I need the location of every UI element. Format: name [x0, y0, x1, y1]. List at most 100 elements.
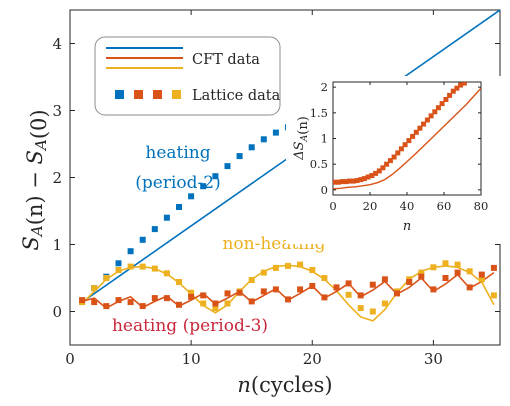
main-lattice-point-heating-period-3	[369, 281, 376, 288]
legend-lattice-marker-heating3	[134, 90, 143, 99]
main-lattice-point-heating-period-3	[297, 286, 304, 293]
inset-x-tick-label: 40	[400, 199, 415, 213]
inset-lattice-point-heating-period-3	[361, 176, 367, 182]
inset-lattice-point-heating-period-3	[395, 150, 401, 156]
inset-lattice-point-heating-period-3	[413, 129, 419, 135]
main-lattice-point-non-heating	[297, 261, 304, 268]
inset-lattice-point-heating-period-3	[380, 165, 386, 171]
legend-lattice-marker-heating2	[115, 90, 124, 99]
main-lattice-point-non-heating	[309, 267, 316, 273]
inset-lattice-point-heating-period-3	[454, 85, 460, 91]
main-lattice-point-heating-period-3	[357, 292, 364, 299]
inset-x-tick-label: 80	[474, 199, 489, 213]
main-lattice-point-heating-period-3	[333, 284, 340, 291]
main-y-tick-label: 4	[52, 35, 62, 53]
main-lattice-point-heating-period-2	[212, 173, 219, 180]
main-lattice-point-heating-period-3	[272, 286, 279, 293]
main-lattice-point-non-heating	[248, 277, 255, 283]
inset-lattice-point-heating-period-3	[358, 177, 364, 183]
main-lattice-point-heating-period-3	[394, 290, 400, 297]
inset-lattice-point-heating-period-3	[376, 168, 382, 174]
main-lattice-point-heating-period-2	[260, 136, 267, 143]
inset-lattice-point-heating-period-3	[428, 113, 434, 119]
inset-lattice-point-heating-period-3	[432, 109, 438, 115]
main-lattice-point-non-heating	[103, 275, 110, 281]
inset-lattice-point-heating-period-3	[387, 158, 393, 164]
main-lattice-point-heating-period-3	[478, 271, 485, 278]
inset-lattice-point-heating-period-3	[421, 121, 427, 127]
main-lattice-point-heating-period-2	[139, 236, 146, 243]
main-lattice-point-heating-period-3	[430, 286, 437, 293]
main-lattice-point-heating-period-3	[309, 283, 316, 289]
main-lattice-point-heating-period-2	[127, 248, 134, 255]
main-lattice-point-non-heating	[272, 264, 279, 271]
main-lattice-point-heating-period-2	[200, 183, 207, 190]
legend-lattice-label: Lattice data	[192, 88, 281, 104]
inset-lattice-point-heating-period-3	[402, 142, 408, 148]
main-lattice-point-heating-period-2	[224, 163, 231, 170]
main-lattice-point-heating-period-2	[248, 144, 255, 151]
main-lattice-point-non-heating	[176, 279, 182, 285]
main-lattice-point-non-heating	[430, 264, 437, 271]
main-lattice-point-non-heating	[345, 291, 352, 298]
legend-lattice-marker-nonheating	[172, 90, 181, 99]
main-lattice-point-heating-period-3	[321, 294, 328, 301]
main-lattice-point-non-heating	[224, 300, 231, 307]
inset-lattice-point-heating-period-3	[347, 178, 353, 184]
inset-lattice-point-heating-period-3	[384, 161, 390, 167]
main-lattice-point-heating-period-3	[466, 284, 473, 291]
main-lattice-point-non-heating	[188, 289, 195, 296]
inset-plot-ticks: 0 20 40 60 80 0 0.5 1 1.5 2	[310, 80, 489, 213]
main-lattice-point-heating-period-2	[188, 193, 195, 200]
main-lattice-point-heating-period-3	[345, 280, 352, 287]
main-lattice-point-non-heating	[127, 263, 134, 270]
main-lattice-point-heating-period-3	[151, 295, 158, 302]
main-x-axis-label: n(cycles)	[237, 373, 332, 397]
annotation-heating-period2-line2: (period-2)	[135, 173, 220, 193]
main-lattice-point-non-heating	[381, 300, 388, 307]
inset-lattice-point-heating-period-3	[417, 125, 423, 131]
main-lattice-point-non-heating	[369, 308, 376, 315]
inset-y-axis-label: ΔSA(n)	[292, 116, 311, 161]
inset-x-tick-label: 60	[437, 199, 452, 213]
main-lattice-point-heating-period-3	[442, 275, 449, 281]
inset-cft-line-heating-period-3	[333, 87, 481, 190]
main-lattice-point-heating-period-3	[127, 299, 134, 306]
main-lattice-point-heating-period-3	[248, 298, 255, 305]
inset-y-tick-label: 1	[321, 132, 328, 146]
main-lattice-point-non-heating	[357, 305, 364, 312]
main-lattice-point-heating-period-2	[151, 226, 158, 233]
annotation-heating-period3: heating (period-3)	[112, 316, 268, 336]
inset-lattice-point-heating-period-3	[410, 133, 416, 139]
main-lattice-point-heating-period-3	[115, 297, 122, 304]
inset-lattice-point-heating-period-3	[365, 174, 371, 180]
main-lattice-point-heating-period-3	[139, 303, 146, 310]
main-lattice-point-heating-period-2	[236, 153, 243, 160]
main-lattice-point-non-heating	[115, 267, 122, 273]
main-lattice-point-non-heating	[466, 268, 473, 275]
main-lattice-point-heating-period-3	[490, 264, 497, 271]
main-x-tick-label: 20	[303, 350, 322, 368]
inset-lattice-point-heating-period-3	[406, 138, 412, 144]
main-lattice-point-heating-period-3	[176, 301, 182, 308]
main-lattice-point-heating-period-3	[406, 279, 413, 285]
main-lattice-point-heating-period-3	[454, 269, 461, 276]
main-lattice-point-heating-period-2	[176, 204, 182, 210]
main-lattice-point-non-heating	[454, 261, 461, 268]
main-lattice-point-heating-period-3	[200, 292, 207, 299]
main-lattice-point-heating-period-3	[163, 295, 170, 302]
main-lattice-point-heating-period-3	[212, 300, 219, 307]
main-lattice-point-heating-period-3	[103, 303, 110, 310]
main-lattice-point-non-heating	[200, 300, 207, 307]
main-x-tick-label: 30	[424, 350, 443, 368]
inset-y-tick-label: 2	[321, 80, 328, 94]
annotation-heating-period2-line1: heating	[145, 143, 210, 163]
inset-lattice-point-heating-period-3	[373, 170, 379, 176]
main-y-tick-label: 1	[52, 236, 62, 254]
main-lattice-point-heating-period-3	[236, 289, 243, 296]
main-lattice-point-heating-period-3	[79, 297, 86, 304]
main-lattice-point-heating-period-2	[115, 260, 122, 267]
main-y-tick-label: 0	[52, 303, 62, 321]
inset-x-tick-label: 0	[329, 199, 336, 213]
